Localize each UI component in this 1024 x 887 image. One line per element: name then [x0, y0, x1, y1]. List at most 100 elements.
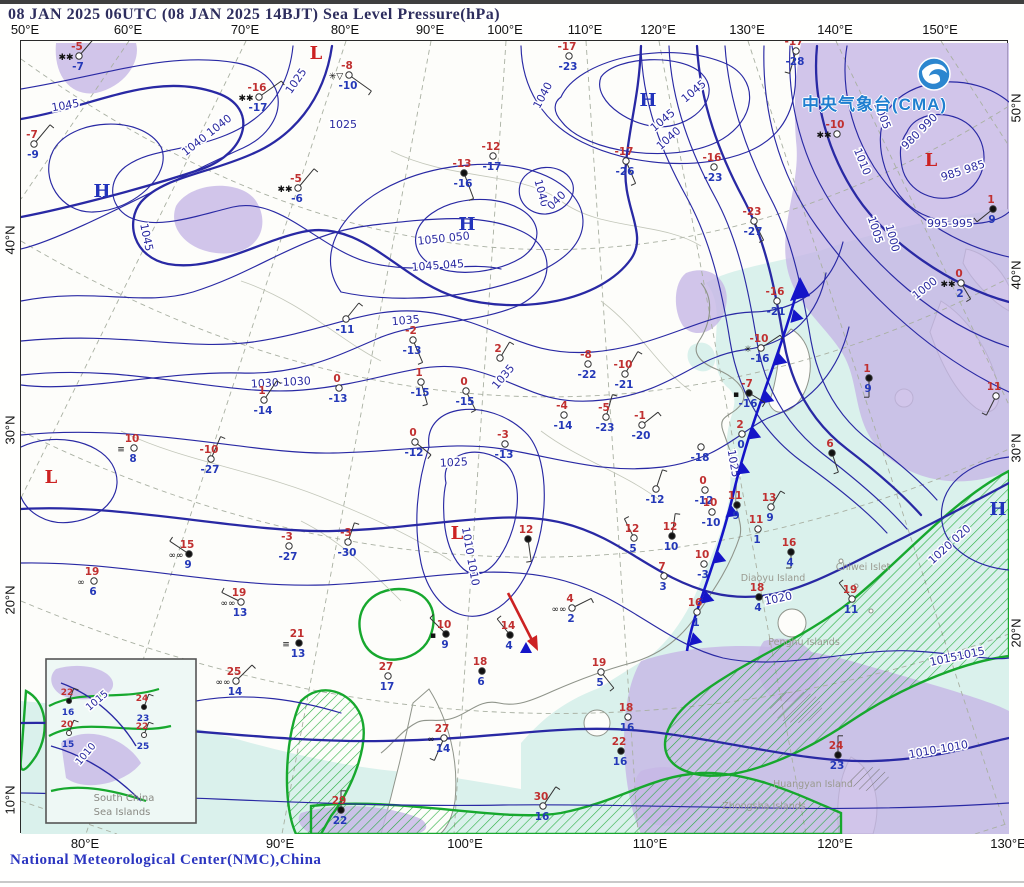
station-circle	[66, 698, 72, 704]
station-temp: 16	[782, 537, 797, 549]
high-center-label: H	[458, 214, 475, 235]
wind-barb	[542, 786, 557, 807]
station-circle	[754, 525, 762, 533]
wind-barb-tick	[276, 380, 282, 384]
station-plot: 12	[519, 524, 533, 563]
station-plot: 29 22	[332, 790, 347, 827]
station-circle	[539, 802, 547, 810]
station-temp: 21	[290, 628, 305, 640]
station-dewpoint: -27	[744, 226, 763, 238]
station-dewpoint: -12	[695, 495, 714, 507]
station-temp: 10	[437, 619, 452, 631]
island-shape	[777, 608, 807, 638]
footer-credit: National Meteorological Center(NMC),Chin…	[10, 852, 322, 868]
isobar	[789, 45, 1009, 348]
station-circle	[757, 344, 765, 352]
station-plot: 27 14∞	[427, 723, 450, 761]
wind-barb	[169, 540, 190, 555]
station-dewpoint: -17	[483, 161, 502, 173]
station-temp: 18	[473, 656, 488, 668]
wind-barb-tick	[637, 351, 643, 355]
station-dewpoint: 1	[753, 534, 760, 546]
station-circle	[384, 672, 392, 680]
wind-barb-tick	[838, 579, 844, 584]
station-plot: 11 9	[728, 490, 743, 522]
wind-barb	[527, 538, 532, 562]
station-dewpoint: -26	[616, 166, 635, 178]
station-temp: 22	[136, 722, 149, 732]
station-plot: -10 -27	[200, 436, 226, 476]
station-dewpoint: 17	[380, 681, 395, 693]
station-dewpoint: 16	[62, 708, 75, 718]
wind-barb-tick	[422, 403, 428, 407]
station-temp: -12	[482, 141, 501, 153]
station-plot: 19 13∞∞	[221, 587, 248, 619]
station-dewpoint: -18	[691, 452, 710, 464]
station-temp: -5	[598, 402, 610, 414]
station-dewpoint: 2	[956, 288, 963, 300]
station-plot: -11	[336, 302, 364, 336]
logo-swirl	[922, 63, 947, 84]
station-plot: -13 -16	[453, 158, 475, 201]
station-temp: -5	[290, 173, 302, 185]
wind-barb-tick	[470, 409, 476, 413]
station-dewpoint: 23	[830, 760, 845, 772]
station-dewpoint: -7	[72, 61, 84, 73]
weather-symbol-icon: ∞	[77, 578, 85, 588]
gray-hatch-area	[770, 691, 822, 723]
station-plot: 10 -3	[695, 549, 710, 581]
station-temp: 24	[829, 740, 844, 752]
station-plot: 19 6 ∞	[77, 566, 99, 598]
station-dewpoint: 9	[766, 512, 773, 524]
station-circle	[294, 184, 302, 192]
wind-barb	[433, 737, 445, 761]
station-temp: 30	[534, 791, 549, 803]
wind-barb	[263, 380, 278, 401]
isobar-label: 1035	[391, 313, 420, 328]
station-dewpoint: -12	[405, 447, 424, 459]
station-dewpoint: -21	[615, 379, 634, 391]
station-temp: -4	[556, 400, 568, 412]
wind-barb-tick	[358, 302, 364, 307]
graticule-line	[21, 800, 118, 834]
wind-barb-tick	[833, 471, 839, 475]
cold-front-triangle	[747, 426, 762, 440]
wind-barb	[463, 172, 475, 199]
station-circle	[506, 631, 514, 639]
station-temp: 1	[987, 194, 994, 206]
station-temp: 0	[699, 475, 706, 487]
isobar	[21, 481, 1009, 599]
axis-label-top: 120°E	[640, 22, 676, 37]
axis-label-top: 70°E	[230, 22, 260, 37]
station-circle	[792, 47, 800, 55]
station-dewpoint: -15	[456, 396, 475, 408]
station-circle	[440, 734, 448, 742]
station-temp: 13	[762, 492, 777, 504]
wind-barb-tick	[148, 693, 154, 697]
station-circle	[141, 704, 147, 710]
station-temp: -10	[200, 444, 219, 456]
station-dewpoint: 5	[596, 677, 603, 689]
axis-label-top: 80°E	[330, 22, 360, 37]
isobar	[879, 81, 1009, 225]
wind-barb	[760, 334, 781, 349]
wind-barb-tick	[662, 469, 668, 472]
wind-barb-tick	[429, 614, 434, 619]
wind-barb-tick	[313, 168, 319, 173]
station-temp: 16	[688, 597, 703, 609]
station-circle	[865, 374, 873, 382]
isobar-label: 995-995	[927, 217, 973, 230]
island-shape	[583, 709, 611, 737]
station-circle	[710, 163, 718, 171]
station-temp: 0	[460, 376, 467, 388]
shaded-area	[675, 270, 727, 334]
station-temp: -2	[405, 325, 417, 337]
isobar-label: 1025	[439, 455, 468, 469]
station-circle	[602, 413, 610, 421]
station-temp: -16	[248, 82, 267, 94]
wind-barb-tick	[417, 361, 423, 365]
station-temp: 10	[703, 497, 718, 509]
station-plot: 12 10	[663, 513, 681, 553]
station-plot: 19	[973, 194, 997, 226]
